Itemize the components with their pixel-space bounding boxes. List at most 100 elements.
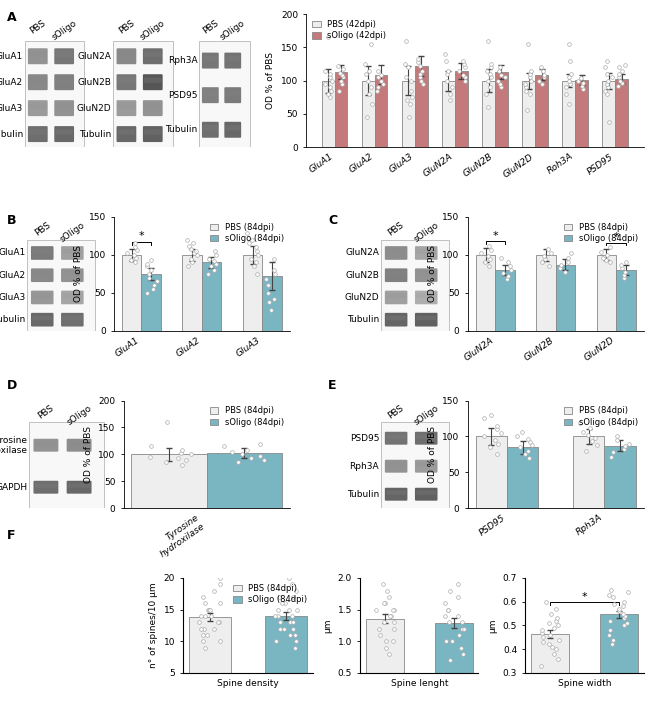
Point xyxy=(605,584,616,595)
Point xyxy=(327,75,337,86)
Point xyxy=(523,445,533,456)
Point xyxy=(602,249,612,260)
Point xyxy=(551,615,561,626)
Bar xyxy=(522,81,535,147)
Point xyxy=(441,55,451,66)
Point xyxy=(552,613,562,624)
FancyBboxPatch shape xyxy=(28,126,47,142)
Point xyxy=(265,304,276,315)
Point xyxy=(129,242,140,253)
FancyBboxPatch shape xyxy=(386,463,406,467)
Point xyxy=(146,254,156,266)
Point xyxy=(209,264,219,275)
Point xyxy=(619,596,630,607)
Point xyxy=(325,68,335,79)
Point xyxy=(205,261,216,272)
Bar xyxy=(531,634,569,701)
Point xyxy=(337,69,348,81)
Point xyxy=(142,261,153,272)
Point xyxy=(485,68,495,79)
Bar xyxy=(507,447,538,508)
Text: GluA2: GluA2 xyxy=(0,271,25,280)
FancyBboxPatch shape xyxy=(203,125,218,130)
Point xyxy=(538,632,548,643)
Point xyxy=(540,253,551,264)
Point xyxy=(619,440,630,451)
Point xyxy=(144,451,155,462)
Legend: PBS (84dpi), sOligo (84dpi): PBS (84dpi), sOligo (84dpi) xyxy=(208,404,285,428)
Point xyxy=(592,440,603,451)
Text: E: E xyxy=(328,379,337,392)
Point xyxy=(287,617,298,628)
FancyBboxPatch shape xyxy=(386,435,406,439)
Point xyxy=(202,629,212,641)
FancyBboxPatch shape xyxy=(61,313,84,327)
Text: PBS: PBS xyxy=(10,585,27,594)
Point xyxy=(176,447,187,458)
Point xyxy=(503,257,514,268)
Point xyxy=(485,81,495,93)
Point xyxy=(376,69,386,81)
FancyBboxPatch shape xyxy=(31,268,53,282)
Point xyxy=(536,625,547,636)
FancyBboxPatch shape xyxy=(118,130,135,135)
Point xyxy=(382,585,393,597)
Point xyxy=(244,238,254,249)
Point xyxy=(122,247,132,258)
Point xyxy=(325,92,335,103)
Y-axis label: OD % of PBS: OD % of PBS xyxy=(74,245,83,302)
Point xyxy=(361,68,371,79)
Bar xyxy=(189,617,231,701)
Point xyxy=(520,449,530,460)
FancyBboxPatch shape xyxy=(385,488,408,501)
Point xyxy=(378,598,389,609)
FancyBboxPatch shape xyxy=(61,268,84,282)
Point xyxy=(485,253,495,264)
Point xyxy=(452,592,463,603)
Point xyxy=(211,258,221,269)
Point xyxy=(543,243,553,254)
Text: GluN2B: GluN2B xyxy=(78,78,112,87)
Point xyxy=(443,617,454,628)
FancyBboxPatch shape xyxy=(386,294,406,298)
FancyBboxPatch shape xyxy=(32,249,52,254)
Bar xyxy=(495,270,515,331)
FancyBboxPatch shape xyxy=(68,442,90,446)
Point xyxy=(404,111,415,123)
Point xyxy=(496,69,506,81)
FancyBboxPatch shape xyxy=(61,246,84,260)
FancyBboxPatch shape xyxy=(29,104,46,109)
Legend: PBS (84dpi), sOligo (84dpi): PBS (84dpi), sOligo (84dpi) xyxy=(208,221,285,245)
FancyBboxPatch shape xyxy=(417,294,436,298)
Point xyxy=(549,648,559,660)
Point xyxy=(538,69,549,81)
Text: GluA1: GluA1 xyxy=(0,248,25,257)
Point xyxy=(521,85,531,96)
Y-axis label: OD % of PBS: OD % of PBS xyxy=(84,426,92,483)
Point xyxy=(287,578,297,590)
Text: GluN2B: GluN2B xyxy=(345,271,379,280)
Point xyxy=(336,75,346,86)
Point xyxy=(614,62,624,73)
Point xyxy=(285,629,295,641)
Point xyxy=(615,75,625,86)
Text: PBS: PBS xyxy=(32,220,52,238)
Y-axis label: OD % of PBS: OD % of PBS xyxy=(428,426,437,483)
Point xyxy=(544,261,554,272)
FancyBboxPatch shape xyxy=(29,78,46,83)
Bar xyxy=(183,254,202,331)
Point xyxy=(192,249,203,260)
Point xyxy=(483,251,493,262)
Text: D: D xyxy=(6,379,17,392)
Point xyxy=(523,434,533,445)
Bar xyxy=(207,453,282,508)
Point xyxy=(242,444,252,456)
Point xyxy=(268,264,279,275)
Point xyxy=(565,55,575,66)
Bar xyxy=(322,81,335,147)
Bar xyxy=(495,72,508,147)
Point xyxy=(584,422,595,433)
Point xyxy=(161,457,171,468)
Text: Tyrosine
hydroxilase: Tyrosine hydroxilase xyxy=(0,435,27,455)
Point xyxy=(484,240,494,251)
